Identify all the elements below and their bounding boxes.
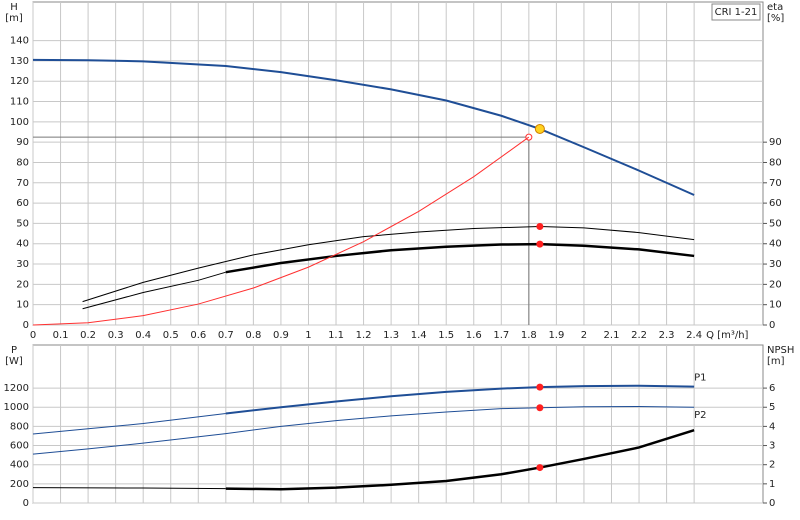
y2-tick-label: 70 — [769, 178, 782, 189]
y2-axis-label: eta — [767, 2, 783, 13]
curve — [32, 405, 695, 455]
y-tick-label: 30 — [16, 259, 29, 270]
y-tick-label: 100 — [10, 117, 29, 128]
product-label: CRI 1-21 — [715, 7, 758, 18]
y-tick-label: 120 — [10, 76, 29, 87]
x-axis-label: Q [m³/h] — [706, 330, 748, 341]
y2-tick-label: 1 — [769, 479, 775, 490]
y2-tick-label: 60 — [769, 198, 782, 209]
x-tick-label: 1.6 — [466, 330, 482, 341]
curve — [32, 58, 695, 196]
y2-tick-label: 50 — [769, 218, 782, 229]
y-axis-unit: [m] — [5, 13, 23, 24]
y-axis-unit: [W] — [5, 356, 23, 367]
x-tick-label: 1.9 — [548, 330, 564, 341]
y-tick-label: 800 — [10, 421, 29, 432]
operating-point — [536, 222, 544, 230]
curve — [225, 242, 695, 274]
curve — [225, 384, 695, 415]
label-box — [711, 3, 761, 21]
x-tick-label: 0.7 — [218, 330, 234, 341]
y2-tick-label: 4 — [769, 421, 775, 432]
x-tick-label: 1 — [305, 330, 311, 341]
y2-tick-label: 6 — [769, 383, 775, 394]
plot-area — [32, 344, 764, 504]
operating-point — [536, 404, 544, 412]
x-tick-label: 1.3 — [383, 330, 399, 341]
y2-tick-label: 20 — [769, 279, 782, 290]
x-tick-label: 1.1 — [328, 330, 344, 341]
y2-tick-label: 0 — [769, 498, 775, 509]
y-tick-label: 600 — [10, 441, 29, 452]
operating-point — [536, 383, 544, 391]
y-tick-label: 20 — [16, 279, 29, 290]
operating-point — [536, 464, 544, 472]
x-tick-label: 2.1 — [604, 330, 620, 341]
x-tick-label: 0.1 — [53, 330, 69, 341]
x-tick-label: 0.4 — [135, 330, 151, 341]
y2-axis-unit: [%] — [767, 13, 784, 24]
y2-tick-label: 0 — [769, 320, 775, 331]
curve — [32, 487, 226, 490]
y-tick-label: 70 — [16, 178, 29, 189]
curve — [225, 429, 695, 491]
y-tick-label: 400 — [10, 460, 29, 471]
y-tick-label: 80 — [16, 157, 29, 168]
y2-tick-label: 10 — [769, 300, 782, 311]
curve — [82, 271, 226, 310]
y-tick-label: 1200 — [4, 383, 29, 394]
y-tick-label: 90 — [16, 137, 29, 148]
curve — [82, 225, 695, 303]
x-tick-label: 0.3 — [108, 330, 124, 341]
y2-tick-label: 3 — [769, 441, 775, 452]
curve — [32, 136, 530, 326]
operating-point — [536, 240, 544, 248]
plot-area — [32, 1, 764, 326]
x-tick-label: 0.9 — [273, 330, 289, 341]
y2-tick-label: 40 — [769, 239, 782, 250]
y2-tick-label: 30 — [769, 259, 782, 270]
x-tick-label: 0.8 — [245, 330, 261, 341]
x-tick-label: 2 — [581, 330, 587, 341]
y-tick-label: 60 — [16, 198, 29, 209]
y-tick-label: 0 — [23, 320, 29, 331]
operating-point — [534, 123, 545, 134]
curve-label: P2 — [694, 410, 706, 421]
x-tick-label: 0.6 — [190, 330, 206, 341]
y-tick-label: 130 — [10, 56, 29, 67]
x-tick-label: 0.5 — [163, 330, 179, 341]
x-tick-label: 2.2 — [631, 330, 647, 341]
y2-tick-label: 80 — [769, 157, 782, 168]
y2-axis-unit: [m] — [767, 356, 785, 367]
y-tick-label: 50 — [16, 218, 29, 229]
curve — [32, 412, 226, 435]
x-tick-label: 0 — [30, 330, 36, 341]
x-tick-label: 1.2 — [356, 330, 372, 341]
x-tick-label: 0.2 — [80, 330, 96, 341]
y-axis-label: P — [11, 345, 17, 356]
y2-tick-label: 2 — [769, 460, 775, 471]
y-tick-label: 10 — [16, 300, 29, 311]
y-tick-label: 110 — [10, 97, 29, 108]
y2-tick-label: 5 — [769, 402, 775, 413]
y-axis-label: H — [10, 2, 18, 13]
y2-tick-label: 90 — [769, 137, 782, 148]
y2-axis-label: NPSH — [767, 345, 794, 356]
x-tick-label: 1.7 — [493, 330, 509, 341]
x-tick-label: 1.8 — [521, 330, 537, 341]
x-tick-label: 1.5 — [438, 330, 454, 341]
y-tick-label: 140 — [10, 36, 29, 47]
y-tick-label: 0 — [23, 498, 29, 509]
y-tick-label: 40 — [16, 239, 29, 250]
curve-label: P1 — [694, 373, 706, 384]
x-tick-label: 2.4 — [686, 330, 702, 341]
y-tick-label: 200 — [10, 479, 29, 490]
x-tick-label: 2.3 — [659, 330, 675, 341]
x-tick-label: 1.4 — [411, 330, 427, 341]
y-tick-label: 1000 — [4, 402, 29, 413]
